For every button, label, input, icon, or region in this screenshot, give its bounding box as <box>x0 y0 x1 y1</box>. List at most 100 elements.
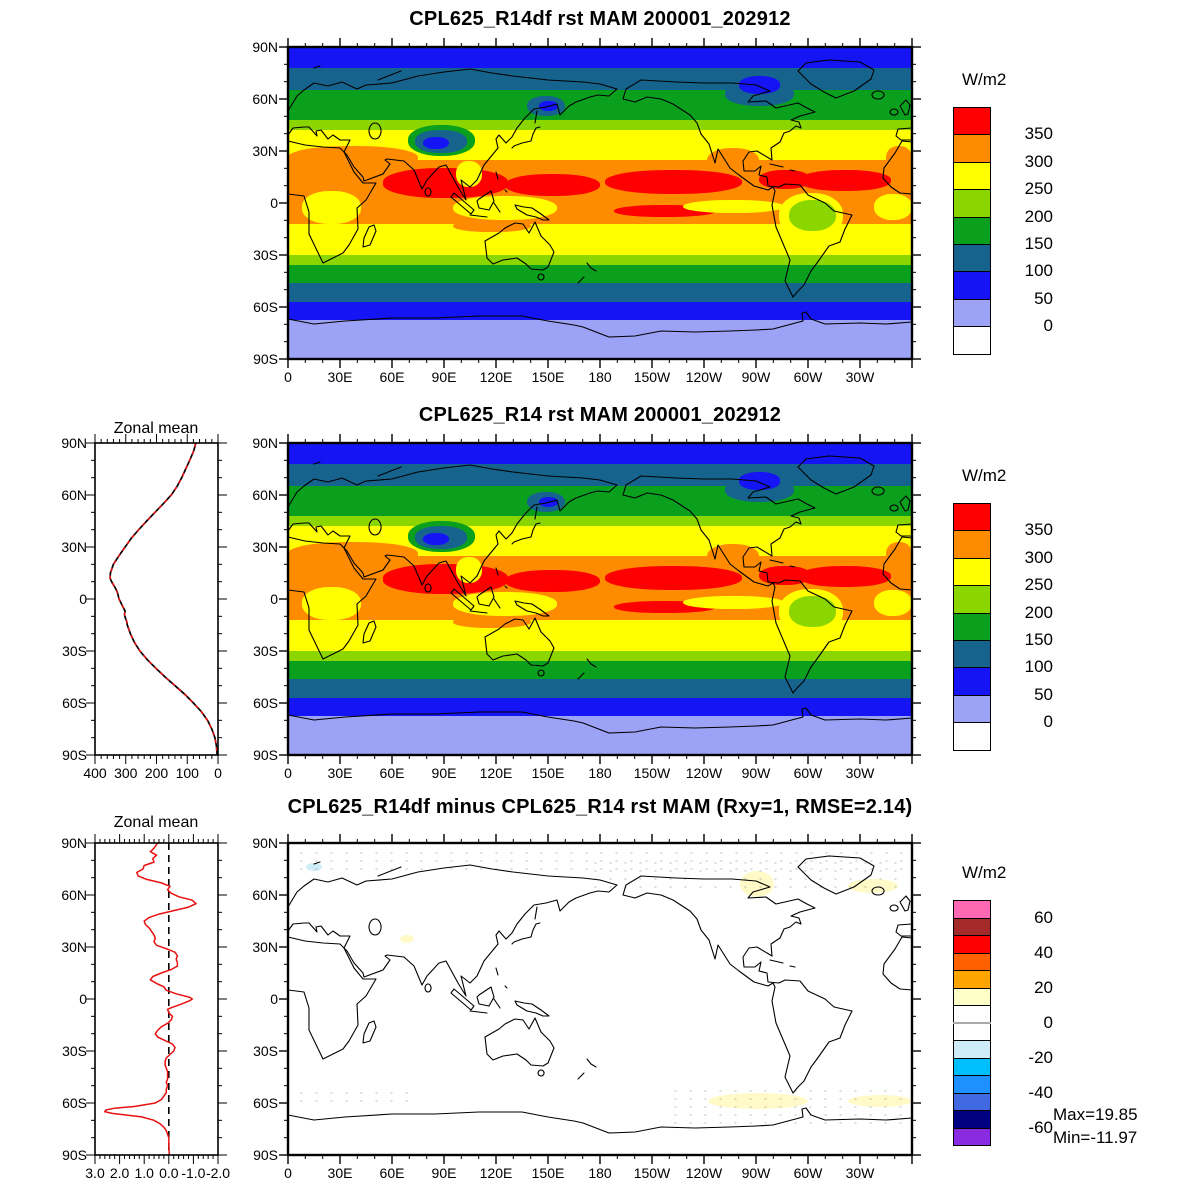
lat-band-b <box>288 443 912 464</box>
lon-tick-label: 120E <box>479 369 513 385</box>
colorbar-swatch <box>953 585 991 614</box>
contour-feature-o <box>452 616 531 629</box>
lat-band-yg <box>288 515 912 527</box>
zonal-lat-tick-label: 30N <box>61 539 87 555</box>
lat-tick-label: 30N <box>252 539 278 555</box>
lon-tick-label: 120W <box>685 1165 723 1181</box>
contour-feature-y <box>873 590 912 617</box>
contour-feature-o <box>886 541 912 567</box>
colorbar-swatch <box>953 298 991 328</box>
min-value-label: Min=-11.97 <box>1053 1128 1138 1147</box>
colorbar-swatch <box>953 134 991 163</box>
contour-feature-yg <box>788 199 836 231</box>
colorbar1-units: W/m2 <box>962 70 1007 89</box>
zonal-x-tick-label: -1.0 <box>181 1165 206 1181</box>
lat-tick-label: 30N <box>252 939 278 955</box>
colorbar-swatch <box>953 722 991 751</box>
colorbar-swatch <box>953 667 991 696</box>
contour-feature-y <box>456 161 483 188</box>
lon-tick-label: 180 <box>588 765 612 781</box>
stipple-band <box>294 1089 414 1103</box>
colorbar-swatch <box>953 1127 991 1146</box>
lon-tick-label: 90W <box>741 765 771 781</box>
lat-tick-label: 90N <box>252 835 278 851</box>
lat-tick-label: 0 <box>270 991 278 1007</box>
lat-tick-label: 60N <box>252 487 278 503</box>
map-cpl625-r14df <box>279 38 921 368</box>
colorbar-swatch <box>953 557 991 587</box>
lat-tick-label: 90S <box>253 747 278 763</box>
lon-tick-label: 150W <box>633 1165 671 1181</box>
colorbar-swatch <box>953 189 991 218</box>
colorbar-tick-label: 40 <box>1034 942 1053 962</box>
coastline-layer <box>279 38 921 368</box>
contour-feature-y <box>683 199 784 214</box>
lat-tick-label: 30S <box>253 643 278 659</box>
lon-tick-label: 90E <box>431 369 457 385</box>
lat-tick-label: 30S <box>253 1043 278 1059</box>
lon-tick-label: 30E <box>327 1165 353 1181</box>
zonal-lat-tick-label: 90S <box>62 1147 87 1163</box>
panel1-title: CPL625_R14df rst MAM 200001_202912 <box>409 8 791 30</box>
contour-feature-y <box>683 595 784 610</box>
lon-tick-label: 150E <box>531 1165 565 1181</box>
lat-band-g <box>288 265 912 283</box>
map-cpl625-r14 <box>279 434 921 764</box>
contour-feature-r <box>504 569 600 593</box>
lat-band-p <box>288 320 912 359</box>
zonal-mean-title-1: Zonal mean <box>113 420 199 437</box>
zonal-lat-tick-label: 60N <box>61 487 87 503</box>
lon-tick-label: 60W <box>793 1165 823 1181</box>
contour-feature-y <box>301 190 361 224</box>
zonal-x-tick-label: 400 <box>83 765 107 781</box>
lat-band-b <box>288 697 912 716</box>
zonal-lat-tick-label: 60S <box>62 695 87 711</box>
lon-tick-label: 180 <box>588 1165 612 1181</box>
zonal-lat-tick-label: 90N <box>61 435 87 451</box>
colorbar-tick-label: 200 <box>1024 602 1053 622</box>
lon-tick-label: 60W <box>793 369 823 385</box>
max-value-label: Max=19.85 <box>1053 1105 1138 1124</box>
colorbar-tick-label: -40 <box>1028 1082 1053 1102</box>
zonal-x-tick-label: 300 <box>114 765 138 781</box>
colorbar-zero-line <box>953 1021 991 1024</box>
colorbar-swatch <box>953 935 991 954</box>
colorbar-swatch <box>953 107 991 136</box>
lon-tick-label: 30W <box>845 765 875 781</box>
zonal-lat-tick-label: 30S <box>62 1043 87 1059</box>
contour-feature-r <box>605 566 743 591</box>
lat-band-b <box>288 301 912 320</box>
colorbar-tick-label: 300 <box>1024 151 1053 171</box>
zonal-x-tick-label: 1.0 <box>134 1165 154 1181</box>
contour-feature-b <box>423 137 450 150</box>
lat-tick-label: 60N <box>252 887 278 903</box>
lon-tick-label: 150W <box>633 765 671 781</box>
zonal-x-tick-label: -2.0 <box>205 1165 231 1181</box>
lon-tick-label: 30E <box>327 369 353 385</box>
difference-stats: Max=19.85 Min=-11.97 <box>1053 1103 1138 1149</box>
zonal-mean-plot-difference <box>86 834 227 1164</box>
colorbar-swatch <box>953 987 991 1006</box>
lon-tick-label: 30E <box>327 765 353 781</box>
coastline-layer <box>279 434 921 764</box>
lon-tick-label: 60E <box>379 765 405 781</box>
lat-tick-label: 0 <box>270 591 278 607</box>
lat-tick-label: 60S <box>253 695 278 711</box>
contour-feature-r <box>799 170 892 191</box>
contour-feature-b <box>423 533 450 546</box>
zonal-lat-tick-label: 60S <box>62 1095 87 1111</box>
lon-tick-label: 150E <box>531 765 565 781</box>
zonal-lat-tick-label: 60N <box>61 887 87 903</box>
colorbar-tick-label: 150 <box>1024 630 1053 649</box>
contour-feature-r <box>799 566 892 587</box>
colorbar-swatch <box>953 917 991 936</box>
lat-band-t <box>288 282 912 302</box>
colorbar-tick-label: 150 <box>1024 234 1053 253</box>
lat-band-b <box>288 47 912 68</box>
colorbar-tick-label: 350 <box>1024 520 1053 540</box>
lon-tick-label: 60E <box>379 1165 405 1181</box>
lon-tick-label: 120W <box>685 369 723 385</box>
contour-feature-y <box>301 586 361 620</box>
colorbar-swatch <box>953 503 991 532</box>
colorbar-tick-label: 0 <box>1043 316 1053 336</box>
